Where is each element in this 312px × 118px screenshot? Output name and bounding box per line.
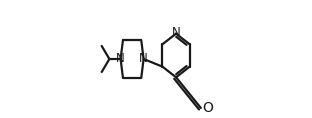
Text: N: N	[139, 53, 148, 65]
Text: N: N	[172, 26, 180, 39]
Text: O: O	[202, 101, 213, 115]
Text: N: N	[116, 53, 125, 65]
